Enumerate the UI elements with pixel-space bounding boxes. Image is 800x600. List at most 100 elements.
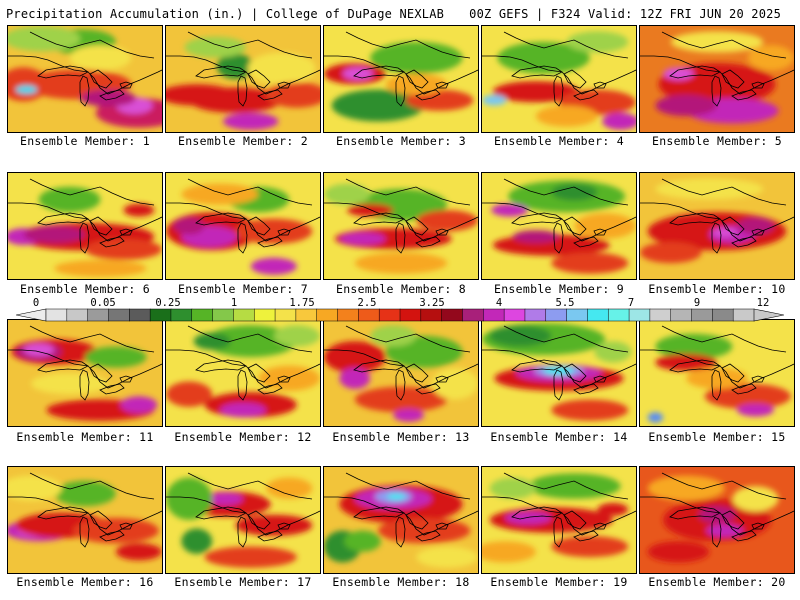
precip-contour: [235, 514, 313, 536]
precip-contour: [393, 409, 425, 422]
state-border: [640, 349, 721, 367]
precip-contour: [551, 399, 629, 421]
colorbar-swatch: [462, 308, 484, 322]
ensemble-member-label: Ensemble Member: 8: [335, 282, 467, 296]
ensemble-map-panel: [7, 172, 163, 280]
precip-contour: [489, 477, 536, 499]
state-border: [503, 178, 629, 206]
ensemble-member-label: Ensemble Member: 1: [19, 134, 151, 148]
ensemble-member-label: Ensemble Member: 3: [335, 134, 467, 148]
precip-contour: [166, 84, 236, 106]
ensemble-member-label: Ensemble Member: 4: [493, 134, 625, 148]
precip-contour: [54, 259, 147, 277]
ensemble-member-label: Ensemble Member: 5: [651, 134, 783, 148]
precip-contour: [339, 367, 371, 389]
precip-map: [482, 26, 636, 132]
colorbar-svg: [16, 308, 784, 322]
ensemble-member-label: Ensemble Member: 9: [493, 282, 625, 296]
great-lake-outline: [563, 363, 587, 383]
precip-map: [640, 26, 794, 132]
colorbar-swatch: [607, 308, 630, 322]
great-lake-outline: [195, 506, 247, 520]
ensemble-map-panel: [481, 172, 637, 280]
precip-contour: [273, 325, 320, 347]
ensemble-map-panel: [165, 319, 321, 427]
precip-contour: [686, 367, 748, 389]
ensemble-member-label: Ensemble Member: 17: [174, 575, 312, 589]
state-border: [640, 202, 721, 220]
state-border: [482, 202, 563, 220]
state-border: [187, 472, 313, 500]
precip-map: [640, 320, 794, 426]
state-border: [503, 472, 629, 500]
ensemble-map-panel: [481, 319, 637, 427]
colorbar-swatch: [66, 308, 89, 322]
colorbar-swatch: [587, 308, 609, 322]
precip-contour: [181, 183, 259, 205]
ensemble-map-panel: [323, 172, 479, 280]
state-border: [166, 202, 247, 220]
great-lake-outline: [247, 216, 271, 236]
state-border: [482, 349, 563, 367]
ensemble-member-label: Ensemble Member: 6: [19, 282, 151, 296]
great-lake-outline: [751, 375, 765, 383]
state-border: [29, 31, 155, 59]
great-lake-outline: [79, 369, 90, 401]
precip-contour: [416, 210, 478, 232]
state-border: [324, 496, 405, 514]
precip-contour: [640, 241, 702, 264]
great-lake-outline: [395, 369, 406, 401]
precip-contour: [492, 81, 579, 103]
colorbar-swatch: [108, 308, 130, 322]
great-lake-outline: [435, 228, 449, 236]
great-lake-outline: [257, 530, 283, 542]
colorbar-swatch: [212, 308, 234, 322]
precip-contour: [405, 89, 474, 111]
precip-map: [324, 320, 478, 426]
precip-map: [8, 320, 162, 426]
colorbar-swatch: [233, 308, 255, 322]
ensemble-map-panel: [639, 172, 795, 280]
great-lake-outline: [247, 363, 271, 383]
colorbar-swatch: [129, 308, 151, 322]
colorbar-swatch: [420, 308, 443, 322]
precip-contour: [747, 45, 794, 71]
ensemble-member-label: Ensemble Member: 7: [177, 282, 309, 296]
state-border: [503, 31, 629, 59]
great-lake-outline: [405, 363, 429, 383]
state-border: [345, 31, 471, 59]
colorbar-tick-label: 2.5: [357, 297, 377, 309]
state-border: [324, 55, 405, 73]
precipitation-colorbar: [16, 308, 784, 322]
great-lake-outline: [731, 530, 757, 542]
ensemble-map-panel: [481, 25, 637, 133]
precip-contour: [647, 475, 725, 501]
great-lake-outline: [395, 75, 406, 107]
great-lake-outline: [593, 375, 607, 383]
great-lake-outline: [553, 75, 564, 107]
precip-contour: [123, 203, 155, 217]
great-lake-outline: [435, 522, 449, 530]
precip-map: [324, 173, 478, 279]
precip-contour: [23, 343, 55, 357]
precip-contour: [331, 89, 425, 122]
precip-contour: [23, 226, 85, 243]
great-lake-outline: [405, 510, 429, 530]
state-border: [482, 496, 563, 514]
state-border: [187, 31, 313, 59]
great-lake-outline: [731, 236, 757, 248]
great-lake-outline: [415, 383, 441, 395]
precip-contour: [204, 325, 297, 358]
precip-contour: [173, 217, 205, 235]
colorbar-tick-labels: 0 0.05 0.25 1 1.75 2.5 3.25 4 5.5 7 9 12: [0, 297, 800, 311]
precip-contour: [166, 477, 213, 520]
great-lake-outline: [353, 212, 405, 226]
precip-contour: [206, 492, 243, 506]
great-lake-outline: [751, 522, 765, 530]
precip-contour: [551, 252, 629, 274]
state-border: [8, 202, 89, 220]
great-lake-outline: [711, 516, 722, 548]
colorbar-swatch: [87, 308, 110, 322]
precip-contour: [655, 94, 717, 117]
great-lake-outline: [79, 516, 90, 548]
